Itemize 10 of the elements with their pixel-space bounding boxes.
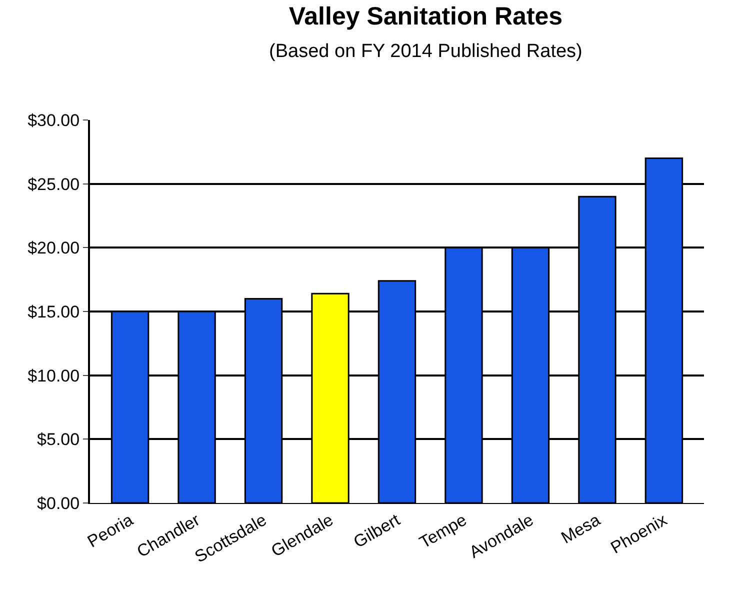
- x-tick-label: Mesa: [558, 510, 604, 548]
- chart-subtitle: (Based on FY 2014 Published Rates): [269, 41, 582, 62]
- y-tick-label: $15.00: [28, 302, 80, 322]
- y-tick-label: $30.00: [28, 110, 80, 130]
- chart-title: Valley Sanitation Rates: [288, 2, 563, 31]
- y-tick-label: $25.00: [28, 174, 80, 194]
- y-tick-label: $10.00: [28, 366, 80, 386]
- y-tick-label: $20.00: [28, 238, 80, 258]
- y-tick-label: $5.00: [37, 430, 80, 450]
- y-tick-label: $0.00: [37, 494, 80, 513]
